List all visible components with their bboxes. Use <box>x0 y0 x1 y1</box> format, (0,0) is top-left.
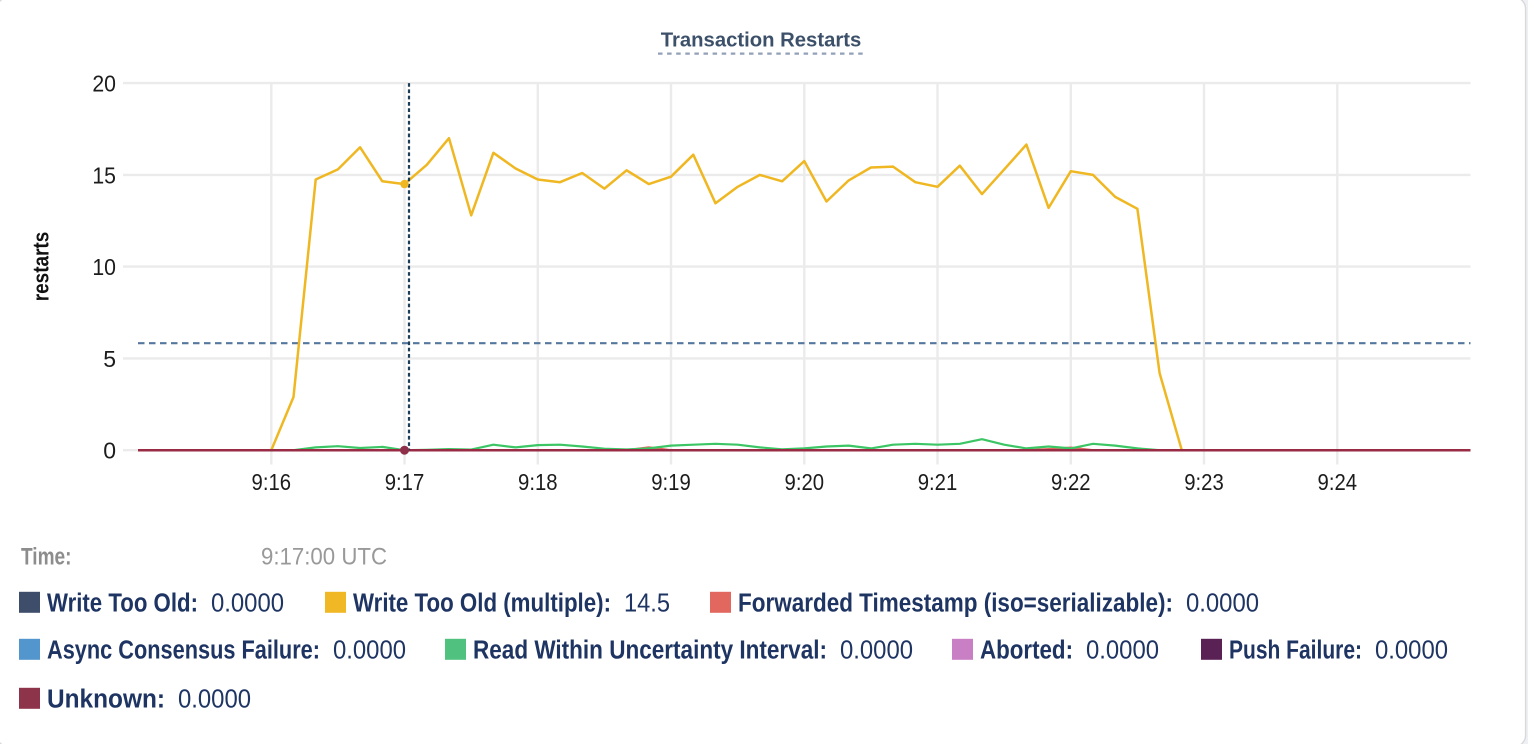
svg-text:9:21: 9:21 <box>918 469 958 495</box>
svg-text:Time:: Time: <box>21 544 72 571</box>
svg-text:Unknown:: Unknown: <box>47 685 165 713</box>
svg-text:Read Within Uncertainty Interv: Read Within Uncertainty Interval: <box>473 636 827 664</box>
svg-text:9:24: 9:24 <box>1318 469 1358 495</box>
svg-text:0.0000: 0.0000 <box>333 636 406 664</box>
svg-text:Write Too Old:: Write Too Old: <box>47 589 198 617</box>
svg-text:Transaction Restarts: Transaction Restarts <box>661 30 862 52</box>
svg-text:5: 5 <box>103 346 116 372</box>
svg-text:0.0000: 0.0000 <box>1186 589 1259 617</box>
svg-text:0: 0 <box>103 438 116 464</box>
svg-text:9:23: 9:23 <box>1184 469 1224 495</box>
svg-text:Async Consensus Failure:: Async Consensus Failure: <box>47 636 320 664</box>
svg-text:9:22: 9:22 <box>1051 469 1091 495</box>
svg-text:0.0000: 0.0000 <box>211 589 284 617</box>
svg-text:restarts: restarts <box>29 232 54 302</box>
svg-text:0.0000: 0.0000 <box>178 685 251 713</box>
svg-text:10: 10 <box>92 254 116 280</box>
svg-text:Forwarded Timestamp (iso=seria: Forwarded Timestamp (iso=serializable): <box>738 589 1173 617</box>
svg-text:9:20: 9:20 <box>785 469 825 495</box>
svg-text:9:17: 9:17 <box>385 469 425 495</box>
svg-text:Write Too Old (multiple):: Write Too Old (multiple): <box>353 589 611 617</box>
svg-text:9:19: 9:19 <box>651 469 691 495</box>
svg-text:Aborted:: Aborted: <box>980 636 1073 664</box>
svg-text:Push Failure:: Push Failure: <box>1229 636 1362 664</box>
svg-text:14.5: 14.5 <box>624 589 670 617</box>
svg-text:9:17:00 UTC: 9:17:00 UTC <box>261 544 387 571</box>
svg-text:20: 20 <box>92 71 116 97</box>
svg-text:9:16: 9:16 <box>252 469 292 495</box>
svg-text:0.0000: 0.0000 <box>840 636 913 664</box>
svg-text:0.0000: 0.0000 <box>1375 636 1448 664</box>
svg-text:0.0000: 0.0000 <box>1086 636 1159 664</box>
svg-text:9:18: 9:18 <box>518 469 558 495</box>
svg-text:15: 15 <box>92 162 116 188</box>
